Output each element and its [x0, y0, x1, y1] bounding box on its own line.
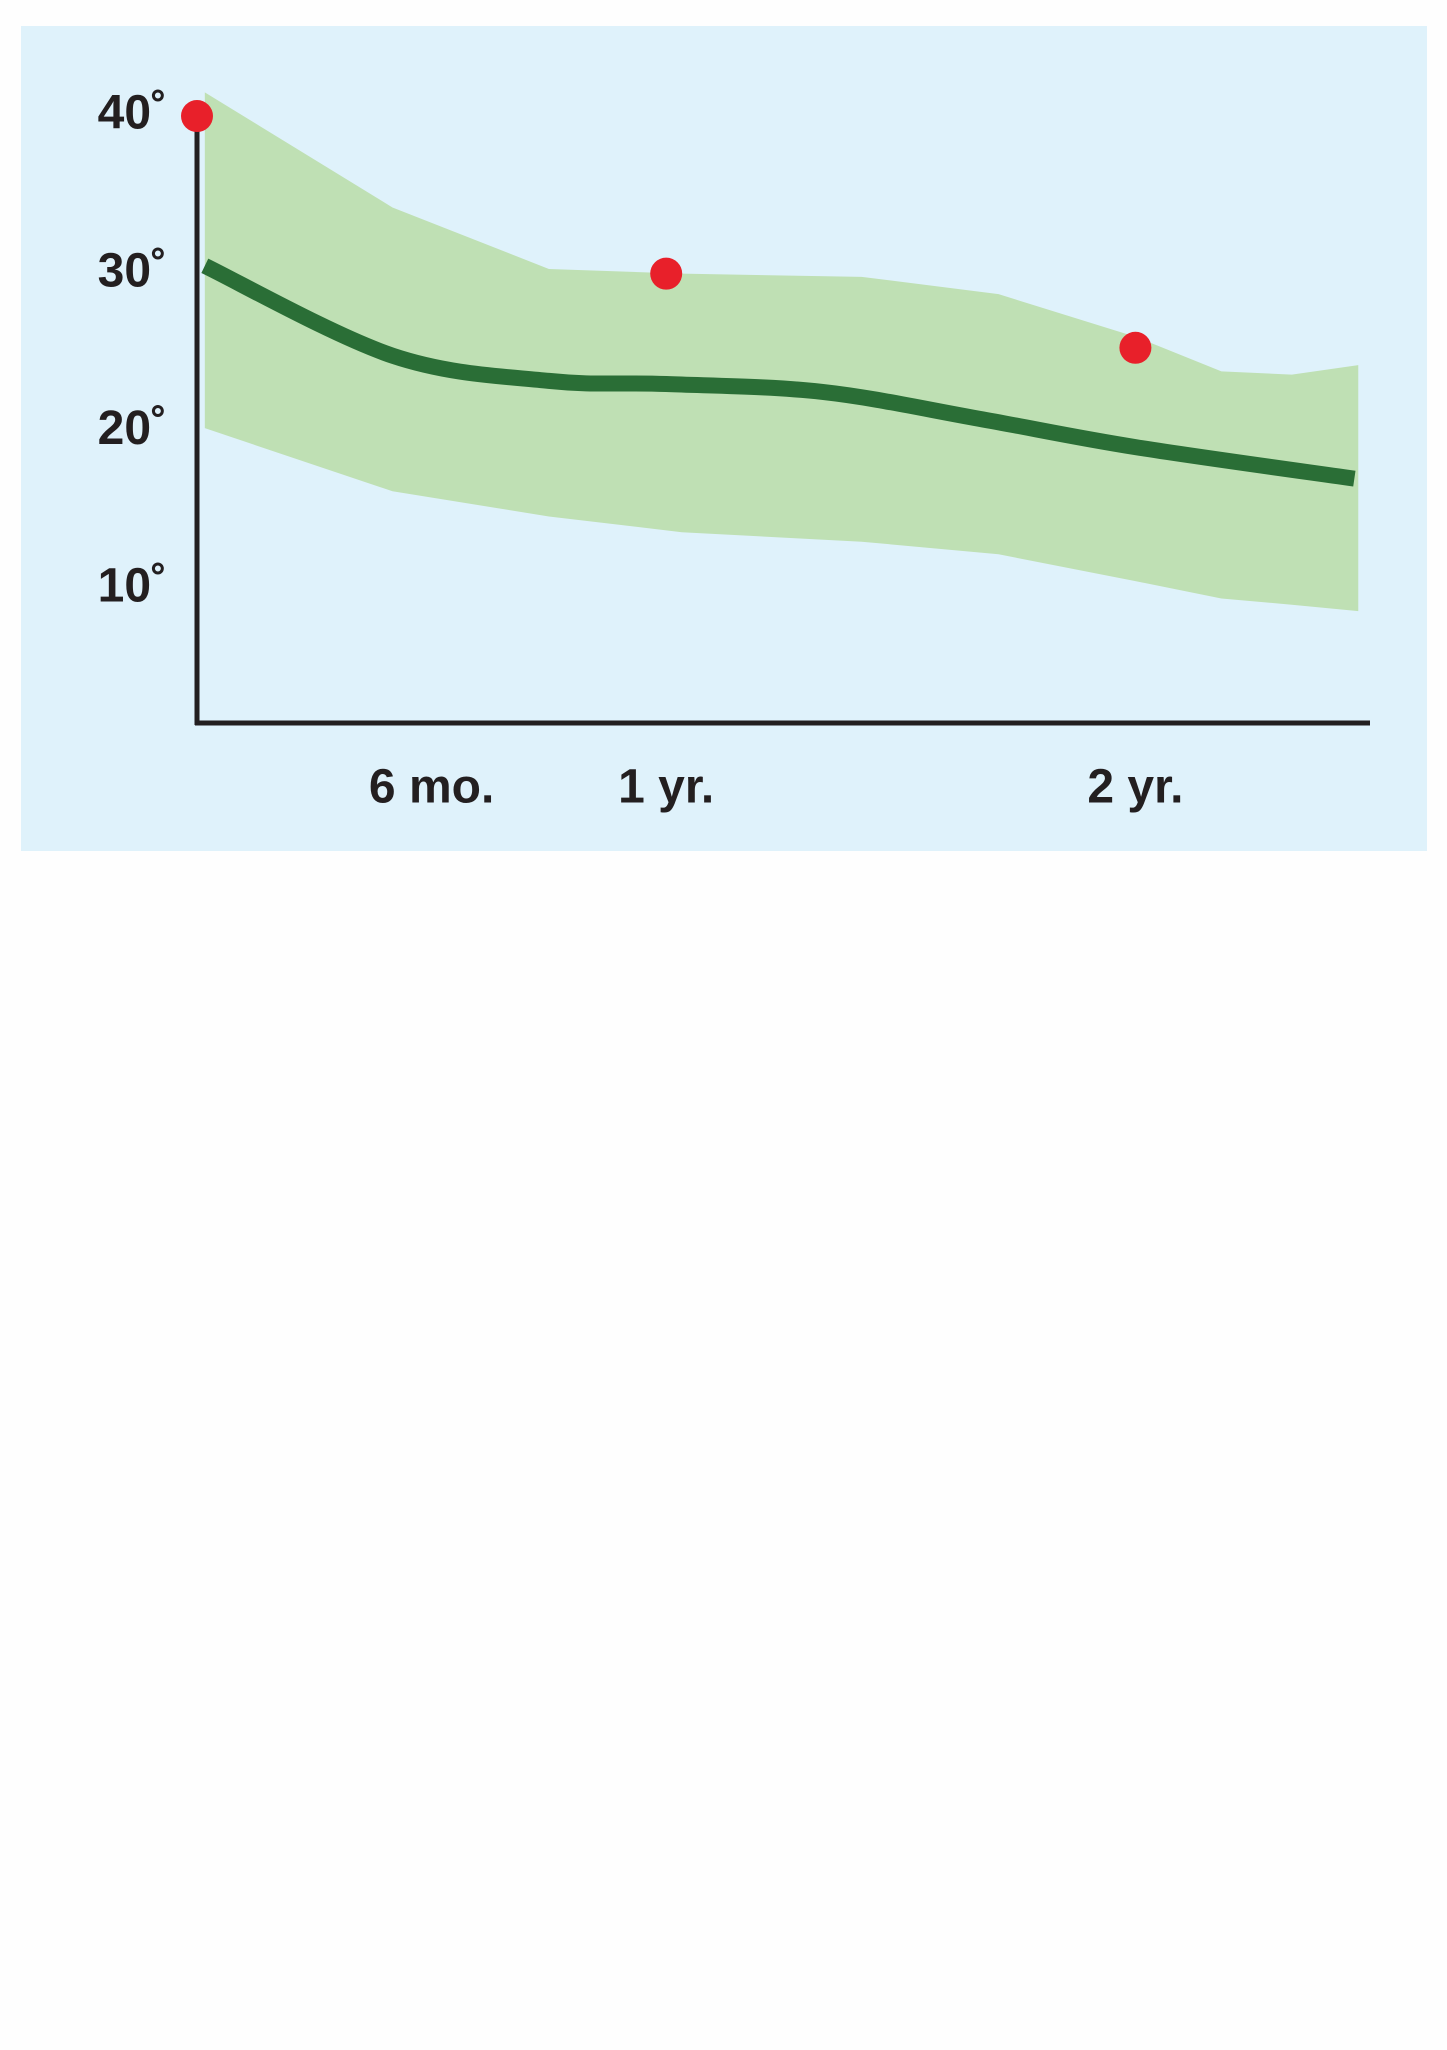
y-tick-label: 30˚ [98, 244, 167, 297]
plot-area: 10˚ 20˚ 30˚ 40˚ 6 mo. 1 yr. 2 yr. [98, 87, 1370, 814]
mean-line [201, 258, 1356, 487]
data-point [181, 100, 213, 133]
y-tick-label: 10˚ [98, 560, 167, 613]
y-tick-label: 20˚ [98, 402, 167, 455]
x-tick-label: 1 yr. [618, 761, 714, 814]
x-tick-label: 6 mo. [369, 761, 494, 814]
chart: 10˚ 20˚ 30˚ 40˚ 6 mo. 1 yr. 2 yr. [21, 26, 1427, 851]
data-point [1119, 331, 1152, 364]
data-point [650, 257, 683, 290]
y-tick-label: 40˚ [98, 87, 167, 140]
x-tick-label: 2 yr. [1087, 761, 1183, 814]
band-area [204, 92, 1359, 612]
